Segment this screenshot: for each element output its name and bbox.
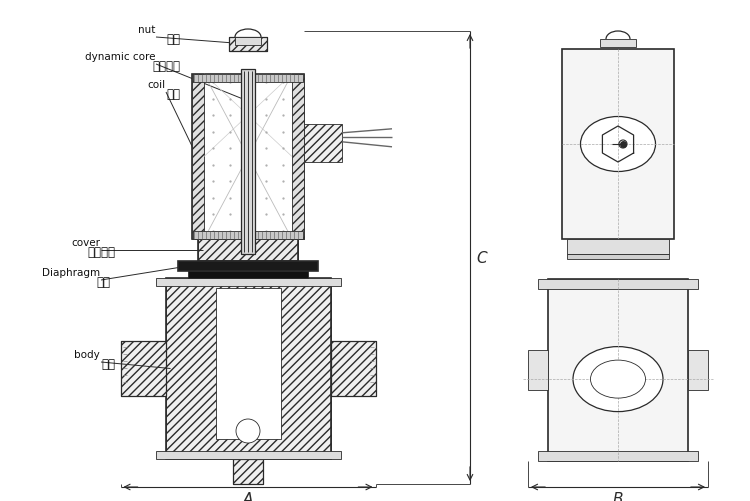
- Bar: [538, 280, 698, 290]
- Bar: [155, 451, 340, 459]
- Bar: [538, 451, 698, 461]
- Bar: [233, 459, 263, 484]
- Text: 本体: 本体: [101, 357, 115, 370]
- Bar: [215, 289, 280, 439]
- Bar: [567, 255, 669, 260]
- Bar: [188, 272, 308, 279]
- Ellipse shape: [580, 117, 656, 172]
- Bar: [292, 75, 304, 239]
- Bar: [192, 75, 304, 239]
- Bar: [235, 38, 261, 46]
- Text: nut: nut: [138, 25, 155, 35]
- Bar: [121, 341, 166, 396]
- Text: B: B: [613, 491, 623, 501]
- Bar: [204, 75, 292, 239]
- Bar: [193, 75, 303, 83]
- Text: 本体盖板: 本体盖板: [87, 245, 115, 259]
- Text: cover: cover: [71, 237, 100, 247]
- Ellipse shape: [573, 347, 663, 412]
- Bar: [155, 279, 340, 287]
- Text: coil: coil: [147, 80, 165, 90]
- Bar: [528, 350, 548, 390]
- Bar: [600, 40, 636, 48]
- Circle shape: [236, 419, 260, 443]
- Bar: [192, 75, 204, 239]
- Text: dynamic core: dynamic core: [85, 52, 155, 62]
- Bar: [241, 70, 255, 255]
- Bar: [166, 279, 331, 459]
- Bar: [229, 38, 267, 52]
- Text: A: A: [243, 491, 254, 501]
- Text: 膜片: 膜片: [96, 276, 110, 289]
- Bar: [562, 50, 674, 239]
- Bar: [548, 280, 688, 461]
- Bar: [229, 38, 267, 52]
- Bar: [331, 341, 376, 396]
- Text: 线圈: 线圈: [166, 88, 180, 101]
- Text: C: C: [477, 250, 488, 266]
- Text: Diaphragm: Diaphragm: [42, 268, 100, 278]
- Bar: [121, 341, 166, 396]
- Bar: [567, 239, 669, 255]
- Bar: [193, 231, 303, 239]
- Bar: [331, 341, 376, 396]
- Bar: [198, 239, 298, 262]
- Bar: [166, 279, 331, 459]
- Text: 可动铁组: 可动铁组: [152, 60, 180, 73]
- Ellipse shape: [590, 360, 646, 398]
- Bar: [304, 124, 342, 162]
- Bar: [178, 262, 318, 272]
- Bar: [198, 239, 298, 262]
- Text: 螺母: 螺母: [166, 33, 180, 46]
- Text: body: body: [74, 349, 100, 359]
- Bar: [233, 459, 263, 484]
- Bar: [688, 350, 708, 390]
